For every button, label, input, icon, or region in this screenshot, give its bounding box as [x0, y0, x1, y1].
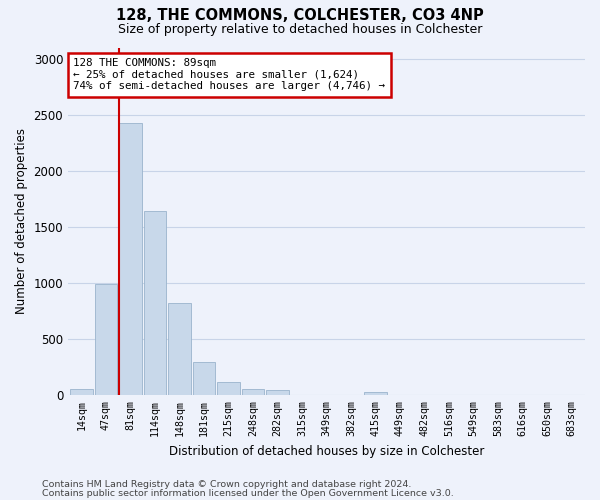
Bar: [70, 388, 92, 396]
Bar: [242, 389, 264, 396]
Bar: [364, 392, 386, 396]
Bar: [95, 284, 117, 396]
Bar: [169, 304, 191, 396]
Text: Contains public sector information licensed under the Open Government Licence v3: Contains public sector information licen…: [42, 489, 454, 498]
Y-axis label: Number of detached properties: Number of detached properties: [15, 128, 28, 314]
X-axis label: Distribution of detached houses by size in Colchester: Distribution of detached houses by size …: [169, 444, 484, 458]
Bar: [217, 382, 239, 396]
Bar: [144, 212, 166, 396]
Bar: [193, 362, 215, 396]
Text: 128, THE COMMONS, COLCHESTER, CO3 4NP: 128, THE COMMONS, COLCHESTER, CO3 4NP: [116, 8, 484, 22]
Text: Contains HM Land Registry data © Crown copyright and database right 2024.: Contains HM Land Registry data © Crown c…: [42, 480, 412, 489]
Text: 128 THE COMMONS: 89sqm
← 25% of detached houses are smaller (1,624)
74% of semi-: 128 THE COMMONS: 89sqm ← 25% of detached…: [73, 58, 385, 91]
Text: Size of property relative to detached houses in Colchester: Size of property relative to detached ho…: [118, 22, 482, 36]
Bar: [266, 390, 289, 396]
Bar: [119, 122, 142, 396]
